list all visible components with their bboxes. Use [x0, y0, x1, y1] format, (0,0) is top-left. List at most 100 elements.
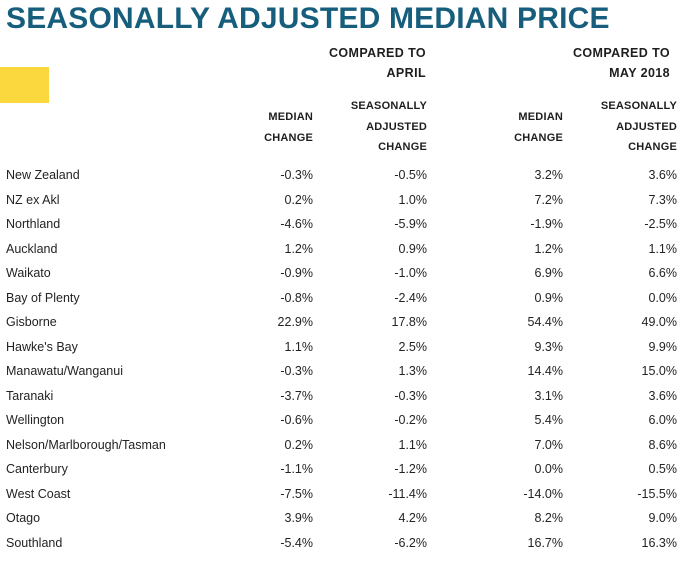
seasonally-adjusted-change-may2018-value: -2.5% [644, 217, 677, 232]
region-label: New Zealand [6, 168, 80, 183]
seasonally-adjusted-change-april-value: 1.1% [398, 437, 428, 452]
table-row: Nelson/Marlborough/Tasman 0.2% 1.1% 7.0%… [0, 433, 687, 458]
table-row: Wellington -0.6% -0.2% 5.4% 6.0% [0, 408, 687, 433]
seasonally-adjusted-change-may2018-value: 1.1% [648, 241, 678, 256]
seasonally-adjusted-change-may2018-value: 8.6% [648, 437, 678, 452]
seasonally-adjusted-change-april-value: -2.4% [394, 290, 427, 305]
table-row: Manawatu/Wanganui -0.3% 1.3% 14.4% 15.0% [0, 359, 687, 384]
region-label: Manawatu/Wanganui [6, 364, 123, 379]
seasonally-adjusted-change-april-value: -11.4% [388, 486, 427, 501]
region-label: Auckland [6, 241, 58, 256]
column-group-header-may2018: COMPARED TO MAY 2018 [573, 43, 670, 83]
median-change-april-value: -0.3% [280, 168, 313, 183]
seasonally-adjusted-change-may2018-value: 16.3% [641, 535, 677, 550]
seasonally-adjusted-change-may2018-value: 6.6% [648, 266, 678, 281]
table-row: Gisborne 22.9% 17.8% 54.4% 49.0% [0, 310, 687, 335]
median-change-may2018-value: -1.9% [530, 217, 563, 232]
header-line: SEASONALLY [350, 100, 427, 112]
column-group-may2018-line1: COMPARED TO [573, 46, 670, 60]
median-change-april-value: -0.6% [280, 413, 313, 428]
seasonally-adjusted-change-april-value: -0.2% [394, 413, 427, 428]
median-change-may2018-value: 9.3% [534, 339, 564, 354]
table-row: Waikato -0.9% -1.0% 6.9% 6.6% [0, 261, 687, 286]
region-label: Bay of Plenty [6, 290, 80, 305]
seasonally-adjusted-change-april-value: -1.0% [394, 266, 427, 281]
region-label: Southland [6, 535, 63, 550]
header-line: CHANGE [514, 131, 563, 144]
column-group-april-line2: APRIL [386, 66, 426, 80]
header-line: ADJUSTED [366, 120, 427, 133]
header-line: CHANGE [264, 131, 313, 144]
table-body: New Zealand -0.3% -0.5% 3.2% 3.6% NZ ex … [0, 163, 687, 555]
column-header-median-change-april: MEDIAN CHANGE [264, 107, 313, 148]
seasonally-adjusted-change-april-value: 2.5% [398, 339, 428, 354]
header-line: MEDIAN [268, 111, 313, 123]
column-header-median-change-may2018: MEDIAN CHANGE [514, 107, 563, 148]
seasonally-adjusted-change-may2018-value: 7.3% [648, 192, 678, 207]
column-header-seasonally-adjusted-change-may2018: SEASONALLY ADJUSTED CHANGE [601, 96, 677, 158]
seasonally-adjusted-change-may2018-value: 0.5% [648, 462, 678, 477]
seasonally-adjusted-change-may2018-value: 6.0% [648, 413, 678, 428]
region-label: Canterbury [6, 462, 68, 477]
median-change-april-value: -0.3% [280, 364, 313, 379]
column-group-header-april: COMPARED TO APRIL [329, 43, 426, 83]
seasonally-adjusted-change-april-value: -5.9% [394, 217, 427, 232]
seasonally-adjusted-change-april-value: 0.9% [398, 241, 428, 256]
table-row: Canterbury -1.1% -1.2% 0.0% 0.5% [0, 457, 687, 482]
highlight-square [0, 67, 49, 103]
region-label: Wellington [6, 413, 65, 428]
column-group-may2018-line2: MAY 2018 [609, 66, 670, 80]
seasonally-adjusted-change-may2018-value: 49.0% [641, 315, 677, 330]
region-label: Waikato [6, 266, 51, 281]
table-row: Auckland 1.2% 0.9% 1.2% 1.1% [0, 237, 687, 262]
seasonally-adjusted-change-may2018-value: -15.5% [637, 486, 677, 501]
region-label: Nelson/Marlborough/Tasman [6, 437, 166, 452]
median-change-april-value: 3.9% [284, 511, 314, 526]
table-row: Taranaki -3.7% -0.3% 3.1% 3.6% [0, 384, 687, 409]
table-row: Otago 3.9% 4.2% 8.2% 9.0% [0, 506, 687, 531]
table-row: Hawke's Bay 1.1% 2.5% 9.3% 9.9% [0, 335, 687, 360]
region-label: Northland [6, 217, 61, 232]
median-change-april-value: 1.1% [284, 339, 314, 354]
median-change-may2018-value: -14.0% [523, 486, 563, 501]
median-change-may2018-value: 3.2% [534, 168, 564, 183]
header-line: SEASONALLY [600, 100, 677, 112]
column-group-april-line1: COMPARED TO [329, 46, 426, 60]
region-label: Otago [6, 511, 41, 526]
page-title: SEASONALLY ADJUSTED MEDIAN PRICE [6, 2, 610, 35]
region-label: West Coast [6, 486, 71, 501]
median-change-may2018-value: 6.9% [534, 266, 564, 281]
seasonally-adjusted-change-may2018-value: 9.9% [648, 339, 678, 354]
region-label: NZ ex Akl [6, 192, 60, 207]
median-change-may2018-value: 7.2% [534, 192, 564, 207]
median-change-april-value: -1.1% [280, 462, 313, 477]
seasonally-adjusted-change-april-value: 1.0% [398, 192, 428, 207]
median-change-april-value: 0.2% [284, 437, 314, 452]
median-change-april-value: -5.4% [280, 535, 313, 550]
median-change-may2018-value: 7.0% [534, 437, 564, 452]
seasonally-adjusted-change-may2018-value: 3.6% [648, 388, 678, 403]
median-change-may2018-value: 3.1% [534, 388, 564, 403]
seasonally-adjusted-change-april-value: -1.2% [394, 462, 427, 477]
seasonally-adjusted-change-may2018-value: 3.6% [648, 168, 678, 183]
region-label: Taranaki [6, 388, 54, 403]
table-row: NZ ex Akl 0.2% 1.0% 7.2% 7.3% [0, 188, 687, 213]
seasonally-adjusted-change-april-value: 1.3% [398, 364, 428, 379]
table-row: Bay of Plenty -0.8% -2.4% 0.9% 0.0% [0, 286, 687, 311]
median-change-april-value: -0.8% [280, 290, 313, 305]
median-change-may2018-value: 0.0% [534, 462, 564, 477]
seasonally-adjusted-change-april-value: 4.2% [398, 511, 428, 526]
region-label: Hawke's Bay [6, 339, 78, 354]
median-change-april-value: -7.5% [280, 486, 313, 501]
seasonally-adjusted-change-april-value: 17.8% [391, 315, 427, 330]
median-change-may2018-value: 1.2% [534, 241, 564, 256]
seasonally-adjusted-change-may2018-value: 15.0% [641, 364, 677, 379]
seasonally-adjusted-change-may2018-value: 0.0% [648, 290, 678, 305]
median-change-may2018-value: 14.4% [527, 364, 563, 379]
median-change-april-value: 0.2% [284, 192, 314, 207]
seasonally-adjusted-change-april-value: -6.2% [394, 535, 427, 550]
header-line: MEDIAN [518, 111, 563, 123]
median-change-may2018-value: 8.2% [534, 511, 564, 526]
region-label: Gisborne [6, 315, 57, 330]
seasonally-adjusted-change-may2018-value: 9.0% [648, 511, 678, 526]
